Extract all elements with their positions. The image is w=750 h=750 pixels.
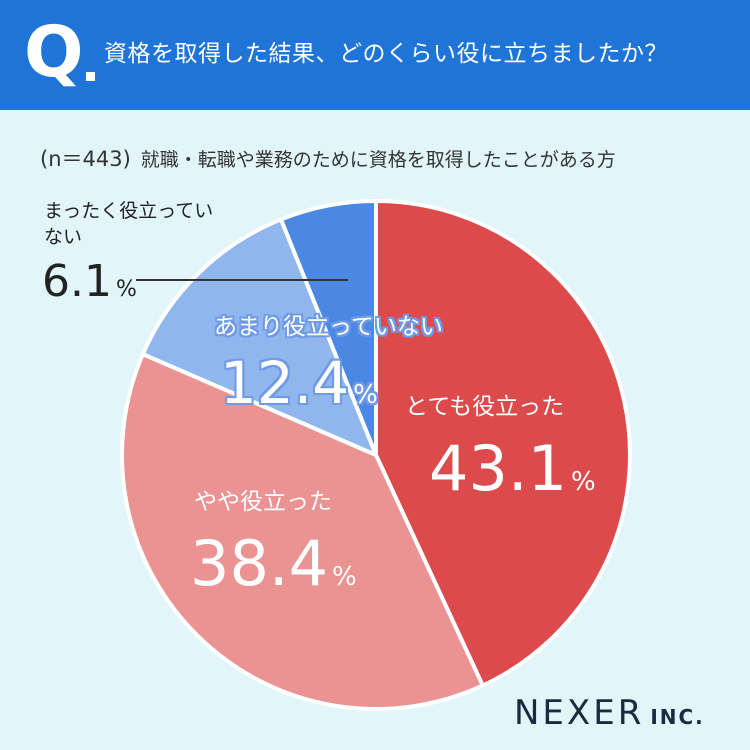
label-very-useful: とても役立った 43.1% [405,392,596,500]
slice-not-useful-at-all [279,199,378,457]
label-somewhat-useful: やや役立った 38.4% [190,487,357,595]
question-title: 資格を取得した結果、どのくらい役に立ちましたか？ [104,41,668,67]
label-very-useful-value-row: 43.1% [429,438,596,500]
label-not-very-useful-unit: % [353,380,378,410]
label-somewhat-useful-name: やや役立った [194,489,332,515]
logo-main: NEXER [514,693,645,733]
nexer-logo: NEXER INC. [514,693,705,733]
slice-very-useful [374,199,632,688]
sample-size: (n＝443) [40,147,131,171]
label-not-very-useful-value: 12.4 [220,349,350,417]
respondent-description: 就職・転職や業務のために資格を取得したことがある方 [140,149,616,171]
label-not-useful-at-all-value: 6.1 [42,256,112,307]
label-not-useful-at-all-value-row: 6.1% [42,260,214,304]
label-very-useful-unit: % [571,467,596,497]
subtitle: (n＝443) 就職・転職や業務のために資格を取得したことがある方 [40,145,740,174]
label-not-useful-at-all-name: まったく役立っていない [44,200,214,248]
header-bar: Q 資格を取得した結果、どのくらい役に立ちましたか？ [0,0,750,110]
label-somewhat-useful-value-row: 38.4% [190,533,357,595]
label-very-useful-value: 43.1 [429,432,568,505]
label-somewhat-useful-unit: % [332,562,357,592]
q-dot [86,72,95,81]
label-not-very-useful-value-row: 12.4% [220,354,443,412]
label-somewhat-useful-value: 38.4 [190,527,329,600]
slice-not-very-useful [140,217,378,457]
label-not-very-useful: あまり役立っていない 12.4% [214,312,443,412]
label-not-useful-at-all-unit: % [115,277,137,302]
slice-somewhat-useful [119,352,485,711]
logo-suffix: INC. [650,705,705,729]
q-letter: Q [24,11,84,93]
leader-line [136,279,348,281]
label-not-useful-at-all: まったく役立っていない 6.1% [42,198,214,304]
label-not-very-useful-name: あまり役立っていない [214,314,443,340]
label-very-useful-name: とても役立った [405,394,565,420]
